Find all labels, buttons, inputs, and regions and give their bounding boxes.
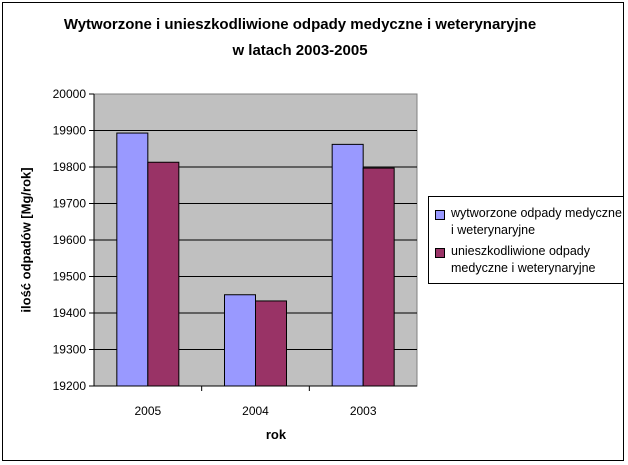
- y-tick-label: 20000: [53, 87, 87, 101]
- legend: wytworzone odpady medyczne i weterynaryj…: [428, 196, 624, 284]
- x-axis-title: rok: [265, 427, 287, 442]
- y-tick-label: 19800: [53, 160, 87, 174]
- legend-item-unieszkodliwione: unieszkodliwione odpady medyczne i weter…: [435, 243, 623, 277]
- y-tick-label: 19300: [53, 343, 87, 357]
- y-tick-label: 19400: [53, 306, 87, 320]
- legend-item-wytworzone: wytworzone odpady medyczne i weterynaryj…: [435, 205, 623, 239]
- bar-unieszkodliwione-2004: [255, 300, 287, 387]
- y-axis-ticks: 19200 19300 19400 19500 19600 19700 19800 19900…: [53, 87, 94, 393]
- legend-label-wytworzone: wytworzone odpady medyczne i weterynaryj…: [451, 206, 622, 237]
- chart-title: Wytworzone i unieszkodliwione odpady med…: [63, 16, 537, 59]
- x-tick-label: 2003: [350, 404, 377, 418]
- x-tick-label: 2004: [242, 404, 269, 418]
- y-tick-label: 19900: [53, 124, 87, 138]
- y-tick-label: 19700: [53, 197, 87, 211]
- legend-swatch-wytworzone: [435, 210, 445, 220]
- y-tick-label: 19500: [53, 270, 87, 284]
- bars-group: [116, 132, 395, 387]
- bar-unieszkodliwione-2005: [147, 161, 180, 387]
- bar-wytworzone-2003: [331, 143, 364, 387]
- y-tick-label: 19200: [53, 379, 87, 393]
- bar-wytworzone-2005: [116, 132, 149, 387]
- x-tick-label: 2005: [134, 404, 161, 418]
- y-axis-title: ilość odpadów [Mg/rok]: [18, 167, 34, 313]
- x-axis-ticks: 2005 2004 2003: [134, 386, 377, 418]
- bar-unieszkodliwione-2003: [362, 167, 395, 387]
- legend-label-unieszkodliwione: unieszkodliwione odpady medyczne i weter…: [451, 244, 596, 275]
- legend-swatch-unieszkodliwione: [435, 248, 445, 258]
- bar-wytworzone-2004: [224, 294, 256, 387]
- y-tick-label: 19600: [53, 233, 87, 247]
